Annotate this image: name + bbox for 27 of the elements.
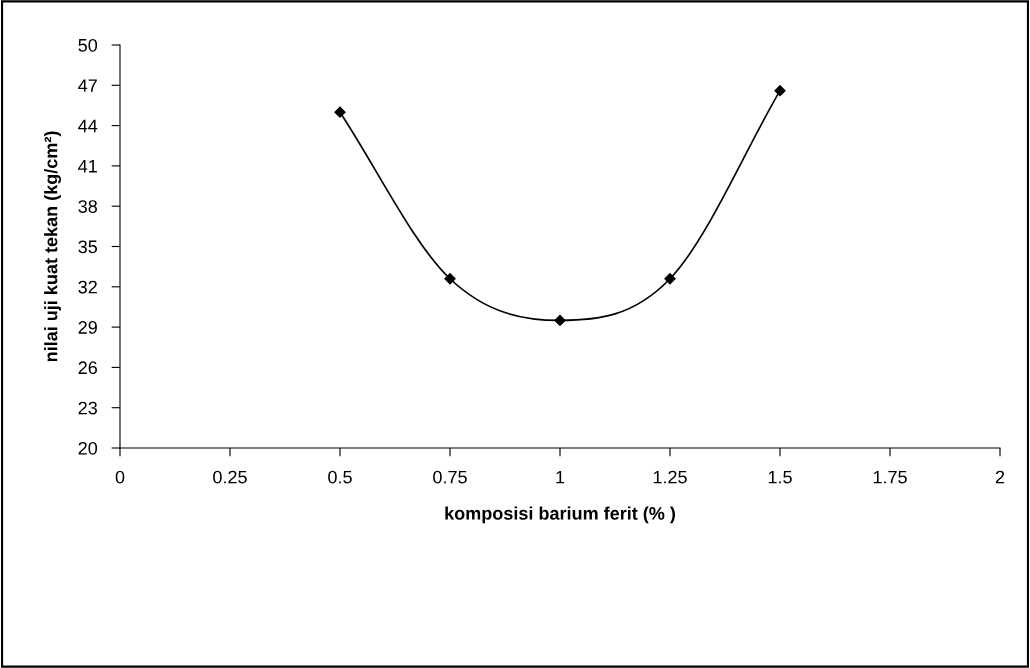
y-tick-label: 44 — [78, 119, 98, 133]
x-tick-label: 0.75 — [433, 470, 467, 484]
y-tick-label: 50 — [78, 38, 98, 52]
x-tick-label: 1 — [556, 470, 565, 484]
y-tick-label: 47 — [78, 79, 97, 92]
point — [444, 273, 456, 285]
x-tick-label: 0.25 — [213, 470, 247, 484]
y-axis-title: nilai uji kuat tekan (kg/cm²) — [44, 131, 62, 362]
x-tick-label: 1.5 — [768, 470, 792, 484]
point — [334, 106, 346, 118]
y-tick-label: 35 — [78, 240, 98, 254]
y-tick-label: 38 — [78, 200, 97, 213]
y-tick-label: 32 — [78, 280, 97, 294]
x-axis-title: komposisi barium ferit (% ) — [445, 506, 675, 524]
x-tick-label: 1.75 — [873, 470, 907, 484]
x-tick-label: 0 — [115, 470, 125, 484]
point — [774, 85, 786, 97]
y-tick-label: 23 — [78, 401, 97, 415]
y-tick-label: 29 — [78, 321, 97, 334]
y-tick-label: 26 — [78, 361, 97, 375]
point — [554, 314, 566, 326]
x-tick-label: 0.5 — [328, 470, 352, 484]
y-tick-label: 41 — [78, 160, 97, 173]
point — [664, 273, 676, 285]
y-tick-label: 20 — [78, 441, 98, 455]
x-tick-label: 1.25 — [653, 470, 687, 484]
x-tick-label: 2 — [995, 470, 1005, 484]
